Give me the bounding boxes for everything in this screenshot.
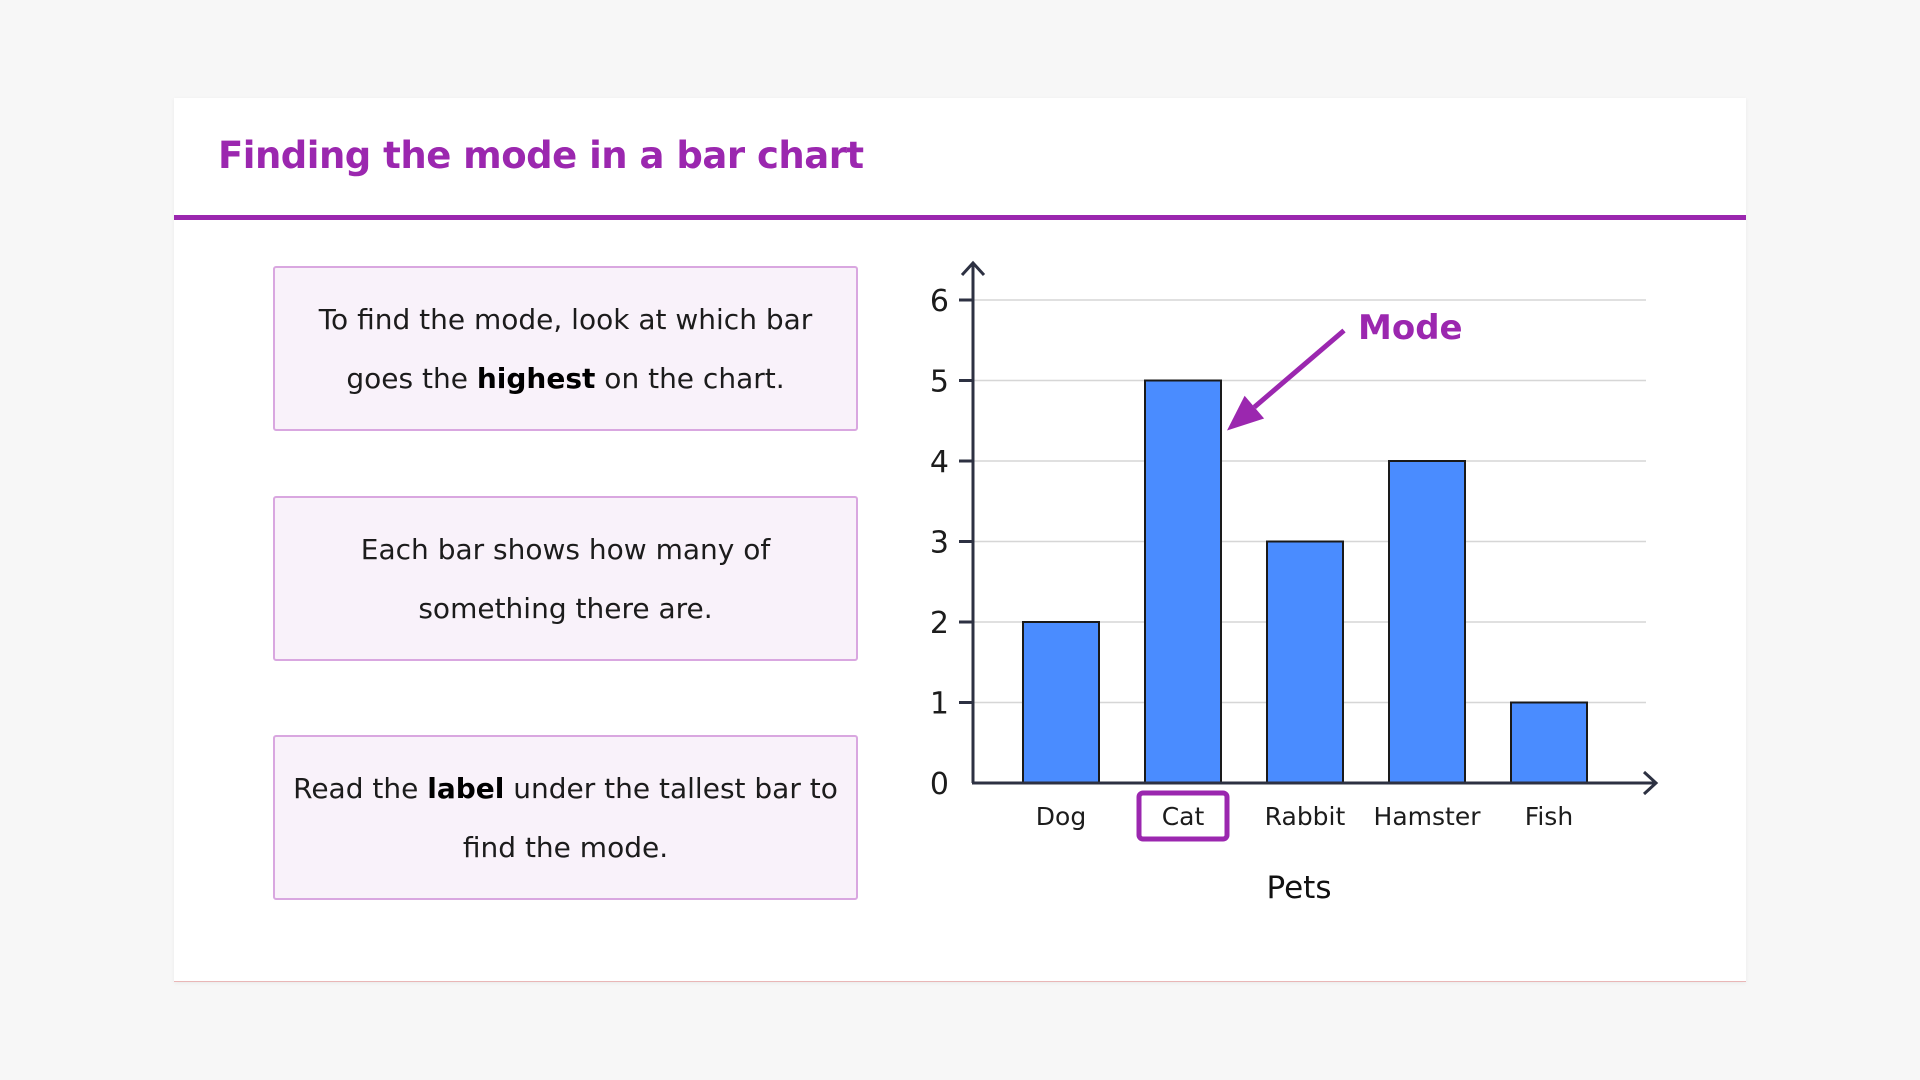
x-tick-label: Rabbit bbox=[1265, 802, 1346, 831]
y-axis-arrow-icon bbox=[960, 260, 986, 277]
y-tick-label: 5 bbox=[930, 365, 949, 400]
y-tick-label: 2 bbox=[930, 606, 949, 641]
x-tick-label: Cat bbox=[1162, 802, 1205, 831]
card-text-before: Each bar shows how many of something the… bbox=[360, 532, 771, 625]
x-tick-label: Fish bbox=[1525, 802, 1573, 831]
y-tick-labels: 0 1 2 3 4 5 6 bbox=[930, 284, 949, 802]
mode-annotation: Mode bbox=[1227, 308, 1463, 431]
mode-arrow-shaft bbox=[1252, 328, 1346, 410]
card-text-before: To find the mode, look at which bar goes… bbox=[318, 302, 813, 395]
y-tick-label: 1 bbox=[930, 687, 949, 722]
x-tick-label: Hamster bbox=[1374, 802, 1482, 831]
slide: Finding the mode in a bar chart To find … bbox=[174, 98, 1746, 982]
y-tick-label: 6 bbox=[930, 284, 949, 319]
card-text-bold: highest bbox=[476, 361, 596, 395]
y-tick-label: 3 bbox=[930, 526, 949, 561]
bar bbox=[1266, 540, 1344, 784]
mode-category-highlight bbox=[1136, 790, 1230, 842]
x-tick-labels: Dog Cat Rabbit Hamster Fish bbox=[1036, 802, 1573, 831]
mode-arrow-icon bbox=[1227, 395, 1265, 431]
info-card-text: To find the mode, look at which bar goes… bbox=[289, 290, 842, 408]
title-divider bbox=[174, 215, 1746, 220]
info-card-read-label: Read the label under the tallest bar to … bbox=[273, 735, 858, 900]
chart-axes bbox=[960, 260, 1659, 796]
info-card-each-bar: Each bar shows how many of something the… bbox=[273, 496, 858, 661]
x-axis-arrow-icon bbox=[1642, 770, 1659, 796]
bar bbox=[1022, 621, 1100, 784]
info-card-highest: To find the mode, look at which bar goes… bbox=[273, 266, 858, 431]
card-text-after: on the chart. bbox=[595, 361, 785, 395]
bar bbox=[1388, 460, 1466, 784]
x-axis-title: Pets bbox=[1267, 870, 1332, 906]
mode-label: Mode bbox=[1358, 308, 1463, 348]
card-text-before: Read the bbox=[293, 771, 428, 805]
bar-chart: 0 1 2 3 4 5 6 Dog Cat Rabbit Hamster Fish Pets Mod… bbox=[930, 260, 1659, 906]
chart-bars bbox=[1022, 379, 1588, 784]
card-text-after: under the tallest bar to find the mode. bbox=[462, 771, 838, 864]
bar bbox=[1510, 701, 1588, 784]
x-tick-label: Dog bbox=[1036, 802, 1086, 831]
info-card-text: Each bar shows how many of something the… bbox=[289, 520, 842, 638]
info-card-text: Read the label under the tallest bar to … bbox=[289, 759, 842, 877]
y-tick-label: 4 bbox=[930, 445, 949, 480]
bar bbox=[1144, 379, 1222, 784]
card-text-bold: label bbox=[427, 771, 505, 805]
slide-title: Finding the mode in a bar chart bbox=[218, 134, 864, 177]
y-tick-label: 0 bbox=[930, 767, 949, 802]
